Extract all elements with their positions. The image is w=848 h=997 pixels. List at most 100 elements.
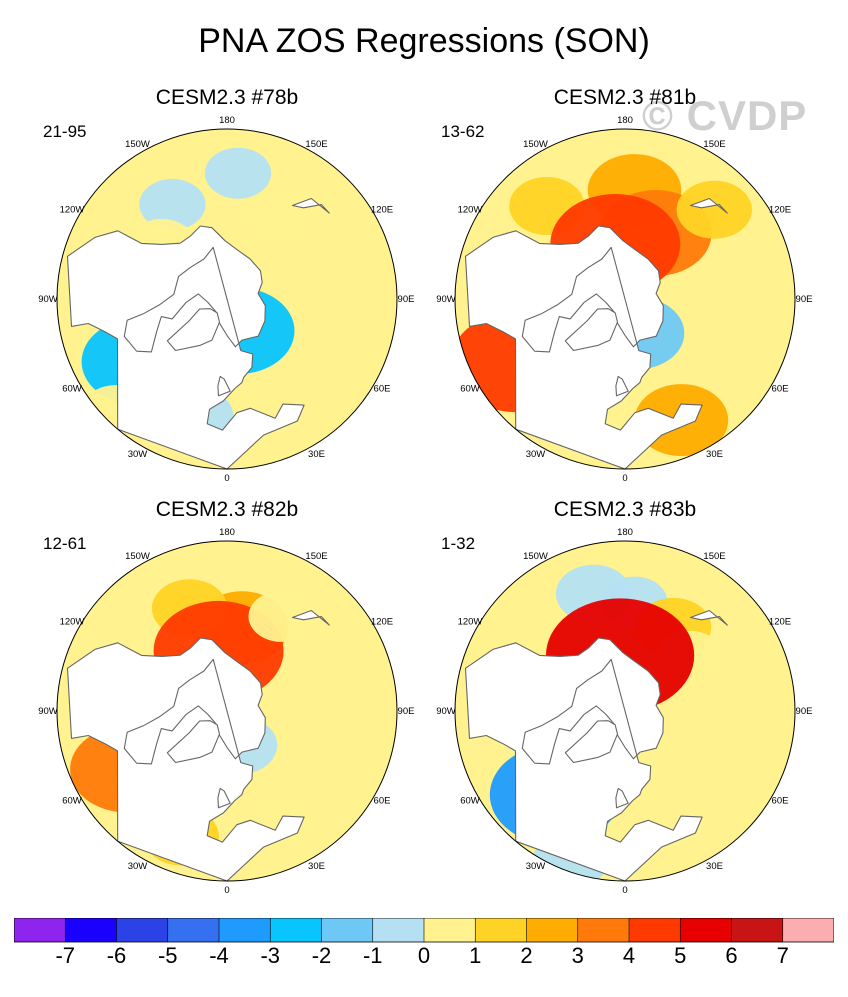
longitude-label: 150E [305,551,327,562]
longitude-label: 30E [308,861,325,872]
longitude-label: 30E [308,449,325,460]
map-panel-1: CESM2.3 #78b 21-95 180 150E 120E 90E 60E 30E 0… [15,86,439,496]
anomaly-blob [242,189,309,241]
colorbar-swatch [731,918,784,942]
longitude-label: 60E [374,384,391,395]
longitude-label: 150W [523,139,548,150]
land-coast [217,787,231,809]
colorbar-swatch [526,918,579,942]
longitude-label: 60E [374,796,391,807]
longitude-label: 150W [125,139,150,150]
anomaly-blob [204,147,272,199]
longitude-label: 120W [458,617,483,628]
land-coast [217,375,231,397]
map-border [454,540,796,882]
figure-title: PNA ZOS Regressions (SON) [198,22,650,60]
colorbar-swatch [782,918,834,942]
land-coast [689,609,728,626]
longitude-label: 60E [772,796,789,807]
colorbar-label: 0 [417,943,431,968]
longitude-label: 120E [371,617,393,628]
land-coast [615,375,629,397]
colorbar-label: 7 [776,943,789,968]
map-border [56,540,398,882]
colorbar-label: -2 [311,943,332,968]
colorbar-swatch [321,918,374,942]
anomaly-blob [139,178,206,230]
cvdp-watermark: © CVDP [642,92,808,139]
anomaly-blob [248,590,315,642]
map-border [454,128,796,470]
longitude-label: 30W [128,861,148,872]
land-coast [166,308,221,352]
map-panel-2: CESM2.3 #81b 13-62 180 150E 120E 90E 60E 30E 0… [413,86,837,496]
map-border [56,128,398,470]
colorbar-swatch [270,918,322,942]
colorbar-swatch [14,918,66,942]
colorbar-swatch [219,918,271,942]
colorbar-swatch [629,918,681,942]
land-coast [689,197,728,214]
land-coast [615,787,629,809]
colorbar-label: -3 [260,943,281,968]
colorbar-label: 3 [571,943,584,968]
longitude-label: 30E [706,861,723,872]
map-panel-3: CESM2.3 #82b 12-61 180 150E 120E 90E 60E 30E 0… [15,498,439,908]
longitude-label: 150W [125,551,150,562]
colorbar-label: -7 [55,943,76,968]
longitude-label: 30W [526,449,546,460]
panel-title: CESM2.3 #82b [155,498,299,521]
longitude-label: 150E [703,551,725,562]
longitude-label: 180 [219,115,235,126]
land-coast [291,197,330,214]
longitude-label: 0 [622,473,627,484]
colorbar-label: 1 [469,943,482,968]
longitude-label: 180 [219,527,235,538]
colorbar-label: 2 [520,943,533,968]
colorbar [14,918,834,943]
anomaly-blob [676,180,752,239]
colorbar-swatch [680,918,732,942]
polar-map: 180 150E 120E 90E 60E 30E 0 30W 60W 90W 120W 150W [436,527,813,896]
longitude-label: 120E [371,205,393,216]
longitude-label: 90W [38,294,58,305]
longitude-label: 150E [305,139,327,150]
map-panel-4: CESM2.3 #83b 1-32 180 150E 120E 90E 60E 30E 0 3… [413,498,837,908]
colorbar-swatch [65,918,117,942]
longitude-label: 30E [706,449,723,460]
longitude-label: 60W [460,796,480,807]
panel-title: CESM2.3 #78b [155,86,299,109]
longitude-label: 180 [617,527,633,538]
colorbar-swatch [577,918,630,942]
land-coast [166,720,221,764]
colorbar-frame [14,918,834,943]
panel-years: 12-61 [43,534,87,553]
land-coast [564,720,619,764]
longitude-label: 60W [460,384,480,395]
longitude-label: 90E [398,294,415,305]
longitude-label: 120W [458,205,483,216]
longitude-label: 90E [796,294,813,305]
polar-map: 180 150E 120E 90E 60E 30E 0 30W 60W 90W 120W 150W [38,115,415,484]
colorbar-label: 6 [725,943,738,968]
colorbar-label: 5 [674,943,687,968]
polar-map: 180 150E 120E 90E 60E 30E 0 30W 60W 90W 120W 150W [436,115,813,484]
longitude-label: 150W [523,551,548,562]
colorbar-label: 4 [622,943,636,968]
longitude-label: 60W [62,384,82,395]
colorbar-label: -1 [362,943,383,968]
colorbar-swatch [475,918,527,942]
colorbar-swatch [116,918,169,942]
colorbar-label: -6 [106,943,127,968]
colorbar-label: -5 [157,943,178,968]
panel-title: CESM2.3 #83b [553,498,697,521]
longitude-label: 30W [128,449,148,460]
land-coast [291,609,330,626]
panel-title: CESM2.3 #81b [553,86,697,109]
longitude-label: 90W [38,706,58,717]
longitude-label: 90E [398,706,415,717]
longitude-label: 120W [60,617,85,628]
colorbar-label: -4 [209,943,229,968]
longitude-label: 90E [796,706,813,717]
colorbar-swatch [167,918,220,942]
